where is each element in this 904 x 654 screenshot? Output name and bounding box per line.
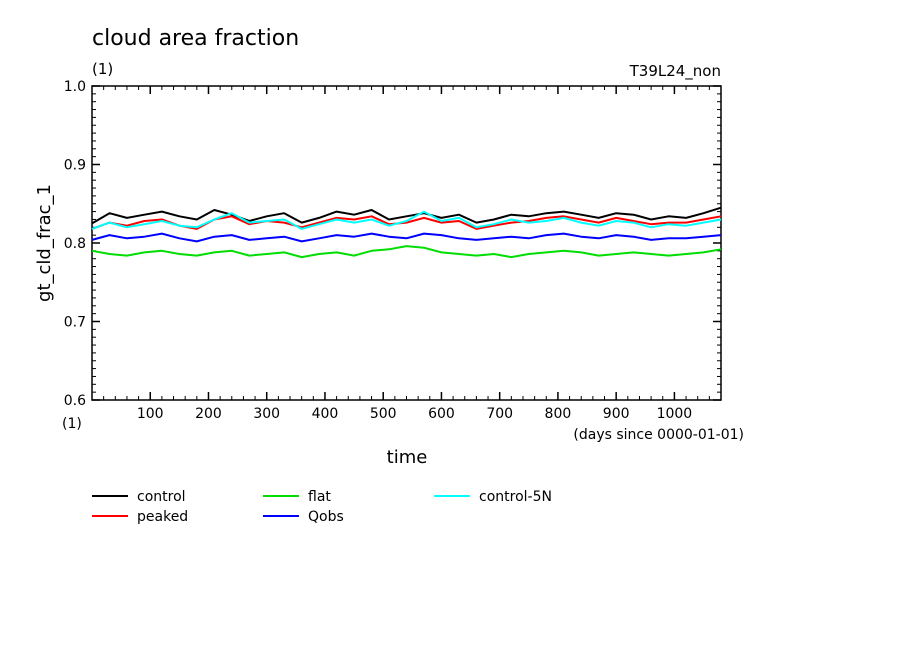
series-line-control-5n (91, 210, 722, 230)
x-axis-unit-label: (days since 0000-01-01) (573, 427, 744, 443)
x-tick-label: 700 (486, 406, 513, 422)
y-tick-label: 1.0 (64, 79, 86, 95)
y-axis-title: gt_cld_frac_1 (34, 184, 55, 302)
series-line-control (91, 206, 722, 225)
x-tick-label: 900 (603, 406, 630, 422)
plot-area: 100 200 300 400 500 600 700 800 900 1000 0.60.70.… (64, 79, 722, 422)
y-axis-unit-label: (1) (62, 416, 82, 432)
legend-label: Qobs (308, 509, 344, 525)
x-tick-label: 200 (195, 406, 222, 422)
y-tick-label: 0.7 (64, 315, 86, 331)
chart-title: cloud area fraction (92, 26, 299, 51)
x-tick-label: 300 (253, 406, 280, 422)
legend-label: control (137, 489, 186, 505)
x-tick-label: 600 (428, 406, 455, 422)
legend-label: flat (308, 489, 331, 505)
run-label: T39L24_non (629, 62, 721, 81)
y-tick-label: 0.9 (64, 158, 86, 174)
x-tick-label: 500 (370, 406, 397, 422)
y-tick-label: 0.8 (64, 236, 86, 252)
x-tick-label: 100 (137, 406, 164, 422)
minor-ticks (92, 86, 721, 400)
series-line-peaked (91, 215, 722, 230)
y-tick-label: 0.6 (64, 393, 86, 409)
x-tick-label: 1000 (657, 406, 693, 422)
plot-frame (91, 85, 722, 401)
legend: control peaked flat Qobs control-5N (92, 489, 552, 525)
y-axis-ticks: 0.6 0.7 0.8 0.9 1.0 (64, 79, 721, 409)
x-tick-label: 400 (312, 406, 339, 422)
legend-label: peaked (137, 509, 188, 525)
unit-label: (1) (92, 60, 113, 78)
series-lines (91, 206, 722, 259)
series-line-flat (91, 245, 722, 259)
series-line-qobs (91, 232, 722, 243)
x-axis-ticks: 100 200 300 400 500 600 700 800 900 1000 (137, 86, 692, 422)
x-tick-label: 800 (545, 406, 572, 422)
x-axis-title: time (387, 447, 428, 468)
legend-label: control-5N (479, 489, 552, 505)
